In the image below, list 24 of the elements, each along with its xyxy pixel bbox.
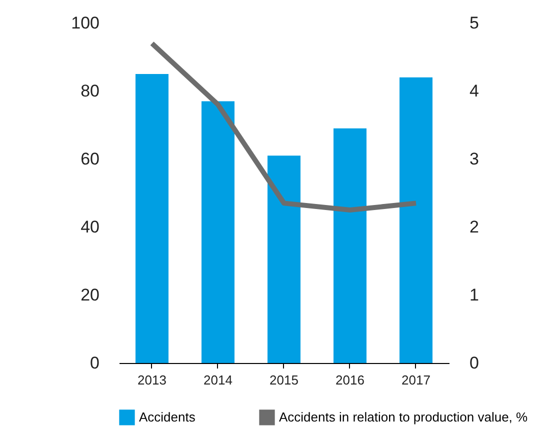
x-tick-label: 2017 xyxy=(402,372,430,388)
y2-tick-label: 5 xyxy=(470,14,479,32)
legend-label: Accidents xyxy=(139,409,196,424)
bar xyxy=(202,101,234,363)
y-tick-label: 80 xyxy=(80,82,100,100)
y-tick-label: 20 xyxy=(80,286,100,304)
y2-tick-label: 0 xyxy=(470,354,479,372)
y2-tick-label: 4 xyxy=(470,82,479,100)
y2-tick-label: 2 xyxy=(470,218,479,236)
y2-tick-label: 3 xyxy=(470,150,479,168)
bar xyxy=(268,156,300,363)
y-tick-label: 100 xyxy=(71,14,100,32)
x-tick-label: 2015 xyxy=(270,372,298,388)
x-tick-label: 2014 xyxy=(204,372,232,388)
y-tick-label: 60 xyxy=(80,150,100,168)
x-tick-label: 2013 xyxy=(138,372,166,388)
y-tick-label: 40 xyxy=(80,218,100,236)
bar xyxy=(400,77,432,363)
legend-label: Accidents in relation to production value, % xyxy=(279,409,528,424)
bar xyxy=(334,128,366,363)
y2-tick-label: 1 xyxy=(470,286,479,304)
x-tick-label: 2016 xyxy=(336,372,364,388)
bar xyxy=(136,74,168,363)
y-tick-label: 0 xyxy=(90,354,100,372)
